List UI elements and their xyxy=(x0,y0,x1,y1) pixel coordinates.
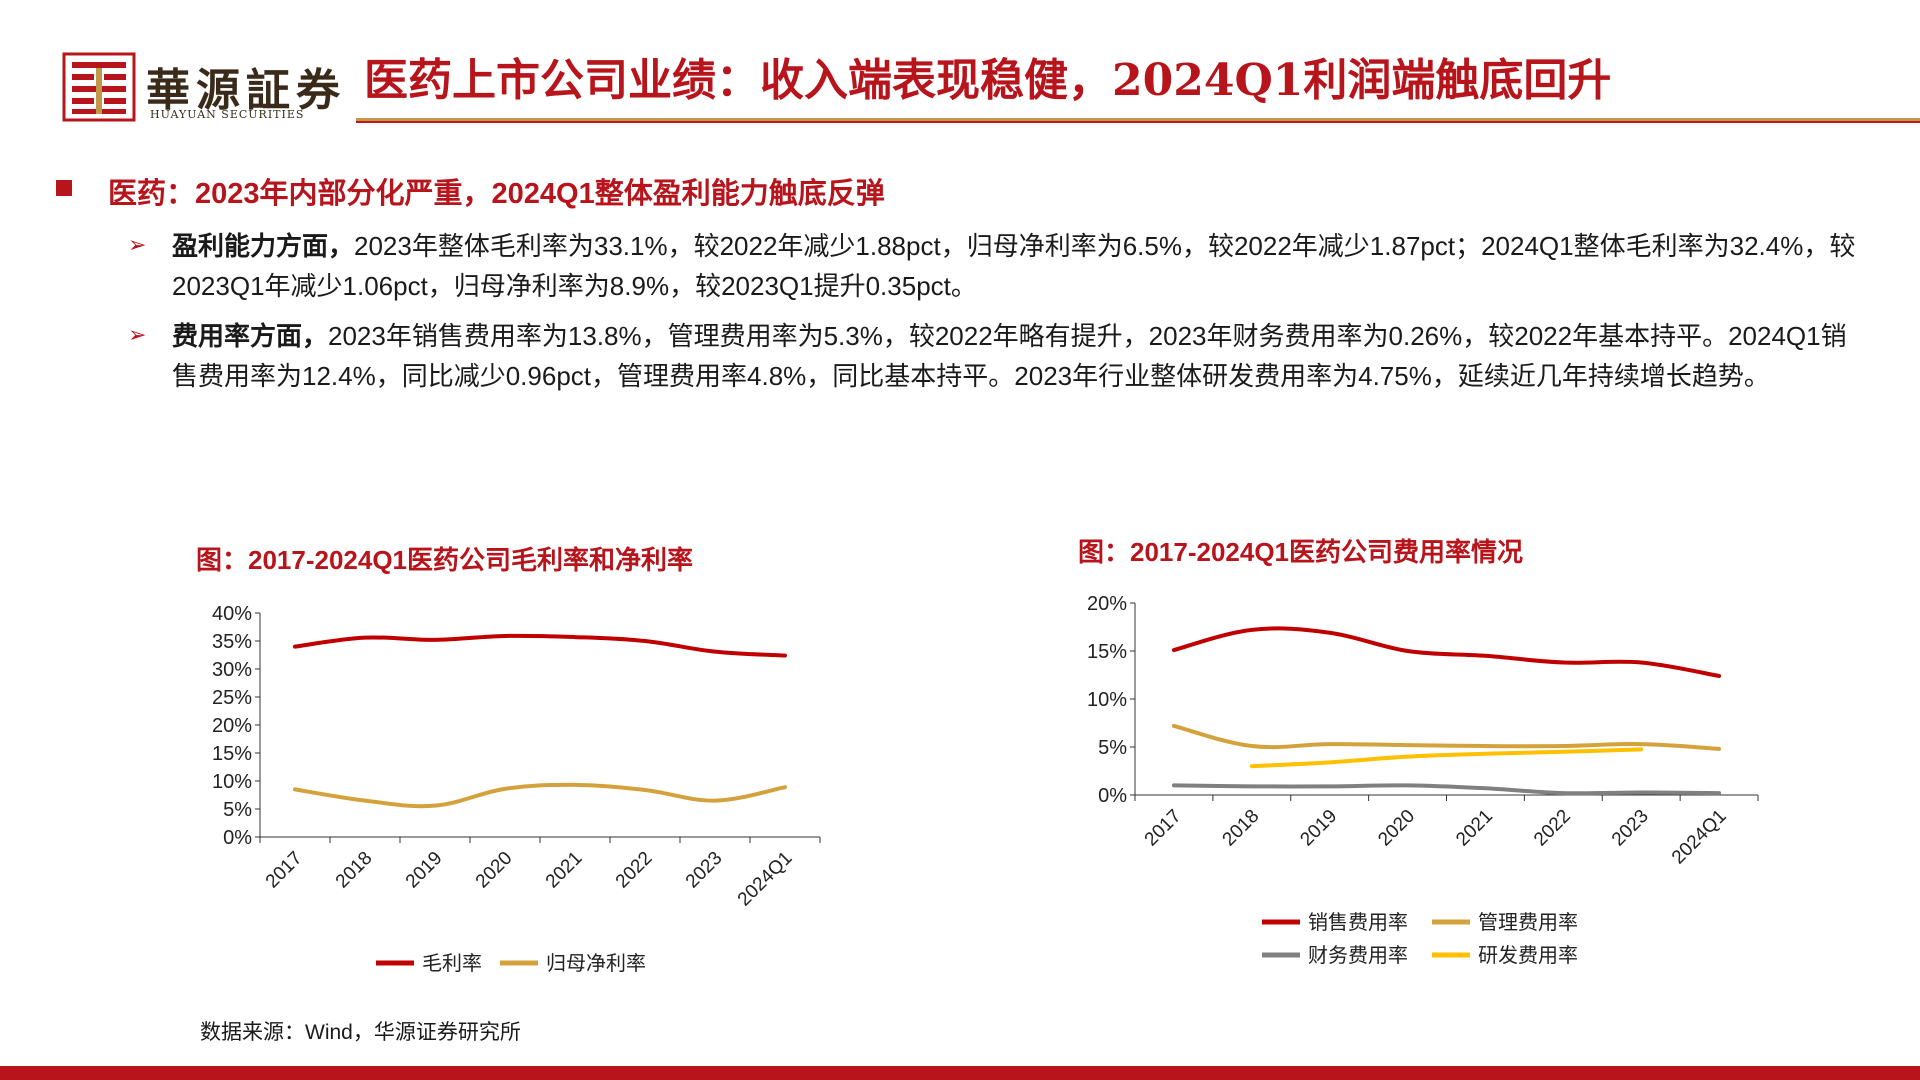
x-tick-label: 2022 xyxy=(612,848,657,893)
expense-text: 2023年销售费用率为13.8%，管理费用率为5.3%，较2022年略有提升，2… xyxy=(172,321,1847,391)
y-tick-label: 5% xyxy=(1098,737,1127,759)
x-tick-label: 2021 xyxy=(542,848,587,893)
series-line-4 xyxy=(1249,747,1644,769)
y-tick-label: 10% xyxy=(212,771,252,793)
expense-paragraph: 费用率方面，2023年销售费用率为13.8%，管理费用率为5.3%，较2022年… xyxy=(172,316,1872,396)
y-tick-label: 15% xyxy=(212,743,252,765)
x-tick-label: 2024Q1 xyxy=(734,848,797,911)
logo-seal-icon xyxy=(62,52,136,122)
logo-chinese-name: 華源証券 xyxy=(146,65,346,116)
arrow-bullet-icon: ➢ xyxy=(128,322,147,347)
x-tick-label: 2023 xyxy=(682,848,727,893)
x-tick-label: 2018 xyxy=(332,848,377,893)
x-tick-label: 2018 xyxy=(1219,806,1264,851)
x-tick-label: 2017 xyxy=(262,848,307,893)
profitability-text: 2023年整体毛利率为33.1%，较2022年减少1.88pct，归母净利率为6… xyxy=(172,231,1856,301)
title-divider-gold xyxy=(356,118,1920,121)
x-tick-label: 2023 xyxy=(1608,806,1653,851)
legend-label: 销售费用率 xyxy=(1308,911,1408,934)
section-heading: 医药：2023年内部分化严重，2024Q1整体盈利能力触底反弹 xyxy=(108,178,885,210)
profitability-paragraph: 盈利能力方面，2023年整体毛利率为33.1%，较2022年减少1.88pct，… xyxy=(172,226,1872,306)
legend-label: 研发费用率 xyxy=(1478,944,1578,967)
series-line-1 xyxy=(293,633,787,658)
x-tick-label: 2020 xyxy=(1374,806,1419,851)
company-logo: 華源証券 HUAYUAN SECURITIES xyxy=(56,48,356,126)
x-tick-label: 2017 xyxy=(1141,806,1186,851)
expense-lead: 费用率方面， xyxy=(172,321,329,351)
x-tick-label: 2020 xyxy=(472,848,517,893)
y-tick-label: 0% xyxy=(223,827,252,849)
y-tick-label: 25% xyxy=(212,687,252,709)
y-tick-label: 20% xyxy=(212,715,252,737)
margin-line-chart: 0% 5% 10% 15% 20% 25% 30% 35% 40% 2017 2018 2019 202… xyxy=(212,603,821,975)
series-line-3 xyxy=(1171,783,1722,796)
y-tick-label: 0% xyxy=(1098,785,1127,807)
title-divider-red xyxy=(356,121,1920,123)
footer-bar xyxy=(0,1066,1920,1080)
page-title: 医药上市公司业绩：收入端表现稳健，2024Q1利润端触底回升 xyxy=(364,55,1612,106)
y-tick-label: 5% xyxy=(223,799,252,821)
chart-title-expenses: 图：2017-2024Q1医药公司费用率情况 xyxy=(1078,537,1524,567)
legend-label: 管理费用率 xyxy=(1478,911,1578,934)
x-tick-label: 2022 xyxy=(1530,806,1575,851)
profitability-lead: 盈利能力方面， xyxy=(172,231,355,261)
y-tick-label: 35% xyxy=(212,631,252,653)
x-tick-label: 2019 xyxy=(402,848,447,893)
data-source-note: 数据来源：Wind，华源证券研究所 xyxy=(200,1021,521,1044)
x-tick-label: 2019 xyxy=(1296,806,1341,851)
y-tick-label: 30% xyxy=(212,659,252,681)
x-tick-label: 2024Q1 xyxy=(1668,806,1731,869)
series-line-2 xyxy=(293,782,787,809)
legend-label: 归母净利率 xyxy=(546,952,646,975)
arrow-bullet-icon: ➢ xyxy=(128,232,147,257)
y-tick-label: 15% xyxy=(1087,641,1127,663)
y-tick-label: 10% xyxy=(1087,689,1127,711)
expense-line-chart: 0% 5% 10% 15% 20% 2017 2018 2019 2020 2021 2022 202… xyxy=(1087,593,1759,967)
x-tick-label: 2021 xyxy=(1452,806,1497,851)
series-line-2 xyxy=(1171,723,1722,751)
chart-title-margins: 图：2017-2024Q1医药公司毛利率和净利率 xyxy=(196,545,694,575)
legend-label: 财务费用率 xyxy=(1308,944,1408,967)
legend-label: 毛利率 xyxy=(422,952,482,975)
y-tick-label: 20% xyxy=(1087,593,1127,615)
section-bullet-icon xyxy=(56,180,72,196)
series-line-1 xyxy=(1171,626,1722,678)
y-tick-label: 40% xyxy=(212,603,252,625)
logo-english-name: HUAYUAN SECURITIES xyxy=(150,108,305,121)
